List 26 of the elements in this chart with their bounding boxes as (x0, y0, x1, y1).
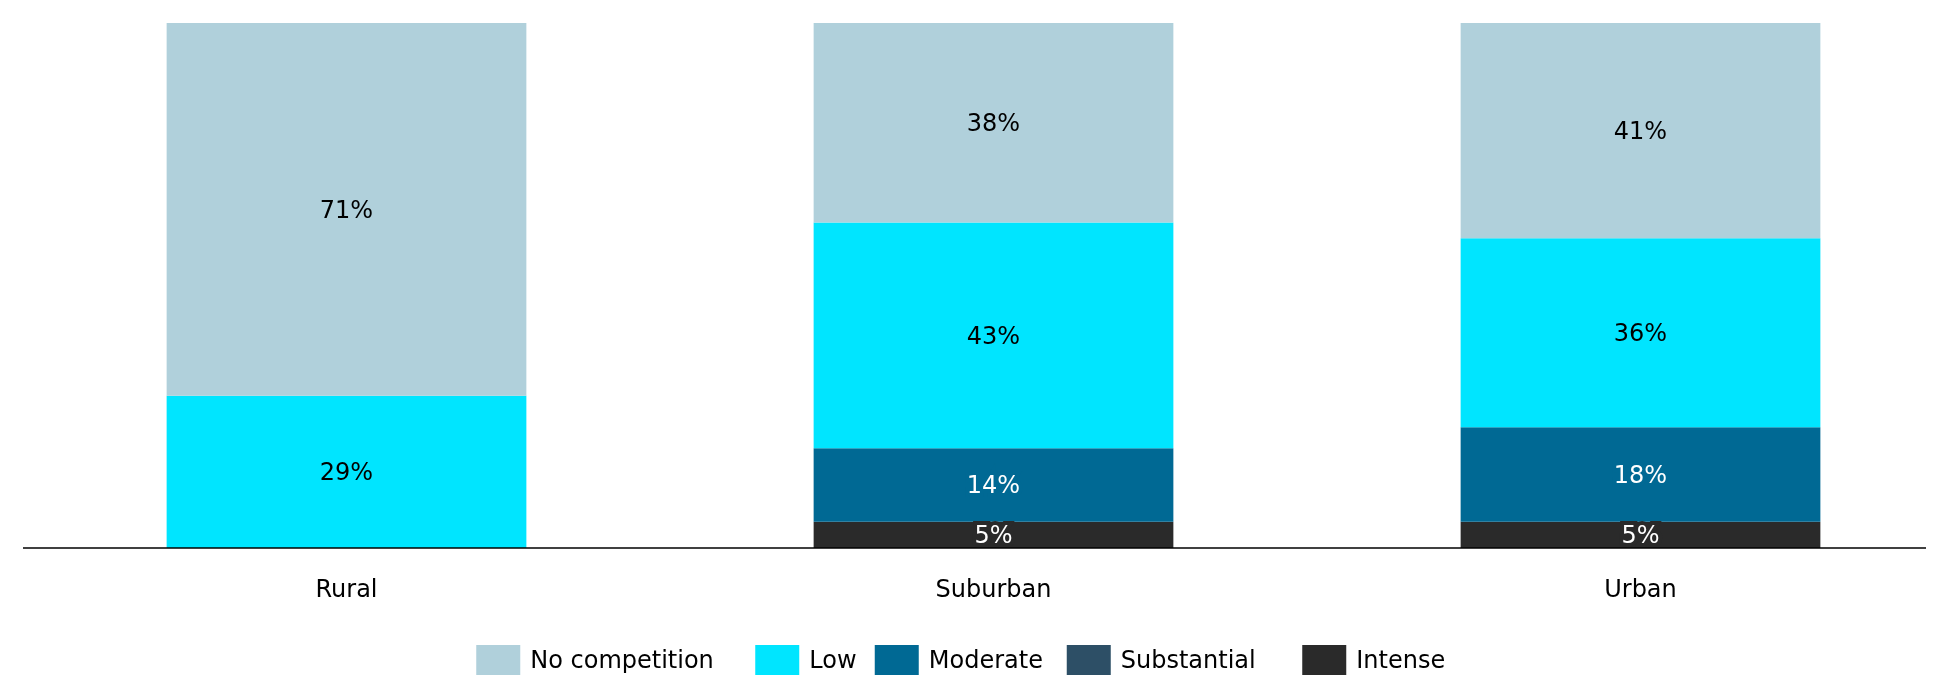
legend-label: Low (809, 646, 857, 675)
x-tick-label: Suburban (935, 575, 1052, 604)
legend-label: No competition (530, 646, 714, 675)
data-label: 41% (1613, 117, 1668, 146)
data-label: 29% (319, 458, 374, 487)
bar (166, 23, 527, 396)
bar (813, 23, 1174, 223)
data-label: 71% (319, 195, 374, 224)
legend-label: Substantial (1120, 646, 1256, 675)
bar (813, 222, 1174, 449)
data-label: 5% (1621, 521, 1660, 550)
bar (813, 448, 1174, 522)
x-tick-label: Rural (315, 575, 378, 604)
data-label: 18% (1613, 460, 1668, 489)
bar (166, 395, 527, 548)
legend-label: Intense (1356, 646, 1446, 675)
bar (1460, 23, 1821, 239)
x-tick-label: Urban (1604, 575, 1677, 604)
data-label: 14% (966, 471, 1021, 500)
data-label: 36% (1613, 319, 1668, 348)
data-label: 38% (966, 109, 1021, 138)
bar (1460, 238, 1821, 428)
legend-label: Moderate (928, 646, 1043, 675)
bar (1460, 427, 1821, 522)
data-label: 5% (974, 521, 1013, 550)
data-label: 43% (966, 321, 1021, 350)
